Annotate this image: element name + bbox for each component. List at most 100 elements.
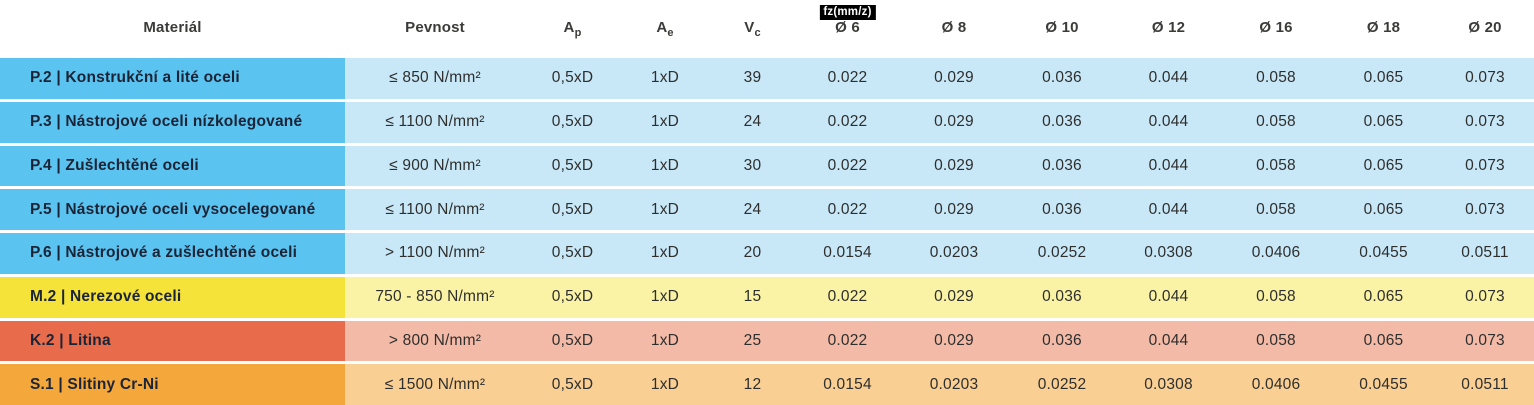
fz-d18-cell: 0.065 <box>1331 186 1436 230</box>
fz-d16-cell: 0.0406 <box>1221 230 1331 274</box>
ap-cell: 0,5xD <box>525 230 620 274</box>
ae-symbol: A <box>656 19 668 36</box>
fz-d10-cell: 0.036 <box>1008 273 1116 318</box>
fz-d18-cell: 0.0455 <box>1331 230 1436 274</box>
material-cell: P.6 | Nástrojové a zušlechtěné oceli <box>0 230 345 274</box>
ae-cell: 1xD <box>620 230 710 274</box>
col-header-diameter-6: fz(mm/z) Ø 6 <box>795 0 900 55</box>
fz-d10-cell: 0.036 <box>1008 317 1116 362</box>
fz-d18-cell: 0.065 <box>1331 142 1436 187</box>
fz-d20-cell: 0.073 <box>1436 142 1534 187</box>
vc-cell: 12 <box>710 361 795 405</box>
ae-cell: 1xD <box>620 142 710 187</box>
fz-d18-cell: 0.065 <box>1331 98 1436 143</box>
ap-cell: 0,5xD <box>525 55 620 99</box>
vc-cell: 20 <box>710 230 795 274</box>
fz-d10-cell: 0.036 <box>1008 98 1116 143</box>
col-header-pevnost: Pevnost <box>345 0 525 55</box>
col-header-ae: Ae <box>620 0 710 55</box>
fz-d20-cell: 0.0511 <box>1436 361 1534 405</box>
pevnost-cell: ≤ 1100 N/mm² <box>345 186 525 230</box>
fz-d6-cell: 0.022 <box>795 273 900 318</box>
vc-symbol: V <box>744 19 755 36</box>
table-row-k2: K.2 | Litina > 800 N/mm² 0,5xD 1xD 25 0.… <box>0 317 1534 362</box>
vc-cell: 30 <box>710 142 795 187</box>
fz-d6-cell: 0.0154 <box>795 230 900 274</box>
fz-d8-cell: 0.029 <box>900 317 1008 362</box>
fz-d6-cell: 0.022 <box>795 55 900 99</box>
table-row-p4: P.4 | Zušlechtěné oceli ≤ 900 N/mm² 0,5x… <box>0 142 1534 187</box>
fz-d18-cell: 0.065 <box>1331 273 1436 318</box>
fz-d16-cell: 0.0406 <box>1221 361 1331 405</box>
ap-cell: 0,5xD <box>525 361 620 405</box>
fz-d6-cell: 0.0154 <box>795 361 900 405</box>
fz-d12-cell: 0.0308 <box>1116 230 1221 274</box>
fz-d8-cell: 0.029 <box>900 273 1008 318</box>
diameter-6-label: Ø 6 <box>835 19 860 36</box>
pevnost-cell: ≤ 850 N/mm² <box>345 55 525 99</box>
pevnost-cell: > 1100 N/mm² <box>345 230 525 274</box>
fz-d10-cell: 0.036 <box>1008 142 1116 187</box>
fz-d8-cell: 0.029 <box>900 142 1008 187</box>
ap-cell: 0,5xD <box>525 142 620 187</box>
col-header-diameter-12: Ø 12 <box>1116 0 1221 55</box>
material-cell: P.4 | Zušlechtěné oceli <box>0 142 345 187</box>
col-header-diameter-18: Ø 18 <box>1331 0 1436 55</box>
fz-d16-cell: 0.058 <box>1221 273 1331 318</box>
pevnost-cell: > 800 N/mm² <box>345 317 525 362</box>
fz-d12-cell: 0.044 <box>1116 273 1221 318</box>
table-row-p6: P.6 | Nástrojové a zušlechtěné oceli > 1… <box>0 230 1534 274</box>
fz-unit-badge: fz(mm/z) <box>819 5 876 20</box>
ap-cell: 0,5xD <box>525 98 620 143</box>
fz-d12-cell: 0.044 <box>1116 98 1221 143</box>
col-header-diameter-16: Ø 16 <box>1221 0 1331 55</box>
pevnost-cell: ≤ 1100 N/mm² <box>345 98 525 143</box>
ae-cell: 1xD <box>620 361 710 405</box>
pevnost-cell: ≤ 900 N/mm² <box>345 142 525 187</box>
fz-d12-cell: 0.044 <box>1116 186 1221 230</box>
col-header-diameter-8: Ø 8 <box>900 0 1008 55</box>
ae-cell: 1xD <box>620 55 710 99</box>
fz-d18-cell: 0.065 <box>1331 55 1436 99</box>
table-row-p5: P.5 | Nástrojové oceli vysocelegované ≤ … <box>0 186 1534 230</box>
fz-d16-cell: 0.058 <box>1221 98 1331 143</box>
vc-subscript: c <box>754 27 761 39</box>
fz-d8-cell: 0.0203 <box>900 361 1008 405</box>
fz-d12-cell: 0.044 <box>1116 55 1221 99</box>
fz-d6-cell: 0.022 <box>795 142 900 187</box>
fz-d8-cell: 0.029 <box>900 55 1008 99</box>
fz-d10-cell: 0.036 <box>1008 186 1116 230</box>
ae-cell: 1xD <box>620 273 710 318</box>
table-row-m2: M.2 | Nerezové oceli 750 - 850 N/mm² 0,5… <box>0 273 1534 318</box>
col-header-material: Materiál <box>0 0 345 55</box>
table-row-s1: S.1 | Slitiny Cr-Ni ≤ 1500 N/mm² 0,5xD 1… <box>0 361 1534 405</box>
fz-d20-cell: 0.073 <box>1436 317 1534 362</box>
fz-d6-cell: 0.022 <box>795 98 900 143</box>
material-cell: P.5 | Nástrojové oceli vysocelegované <box>0 186 345 230</box>
ae-cell: 1xD <box>620 317 710 362</box>
table-row-p2: P.2 | Konstrukční a lité oceli ≤ 850 N/m… <box>0 55 1534 99</box>
fz-d8-cell: 0.0203 <box>900 230 1008 274</box>
fz-d16-cell: 0.058 <box>1221 186 1331 230</box>
fz-d10-cell: 0.0252 <box>1008 361 1116 405</box>
col-header-diameter-20: Ø 20 <box>1436 0 1534 55</box>
fz-d20-cell: 0.073 <box>1436 98 1534 143</box>
fz-d6-cell: 0.022 <box>795 186 900 230</box>
ae-subscript: e <box>667 27 674 39</box>
fz-d12-cell: 0.044 <box>1116 142 1221 187</box>
ap-cell: 0,5xD <box>525 317 620 362</box>
fz-d20-cell: 0.073 <box>1436 273 1534 318</box>
ap-cell: 0,5xD <box>525 273 620 318</box>
fz-d16-cell: 0.058 <box>1221 55 1331 99</box>
fz-d20-cell: 0.073 <box>1436 55 1534 99</box>
vc-cell: 39 <box>710 55 795 99</box>
fz-d20-cell: 0.0511 <box>1436 230 1534 274</box>
col-header-vc: Vc <box>710 0 795 55</box>
ap-symbol: A <box>563 19 575 36</box>
fz-d12-cell: 0.044 <box>1116 317 1221 362</box>
pevnost-cell: 750 - 850 N/mm² <box>345 273 525 318</box>
fz-d16-cell: 0.058 <box>1221 317 1331 362</box>
vc-cell: 24 <box>710 98 795 143</box>
vc-cell: 24 <box>710 186 795 230</box>
col-header-diameter-10: Ø 10 <box>1008 0 1116 55</box>
